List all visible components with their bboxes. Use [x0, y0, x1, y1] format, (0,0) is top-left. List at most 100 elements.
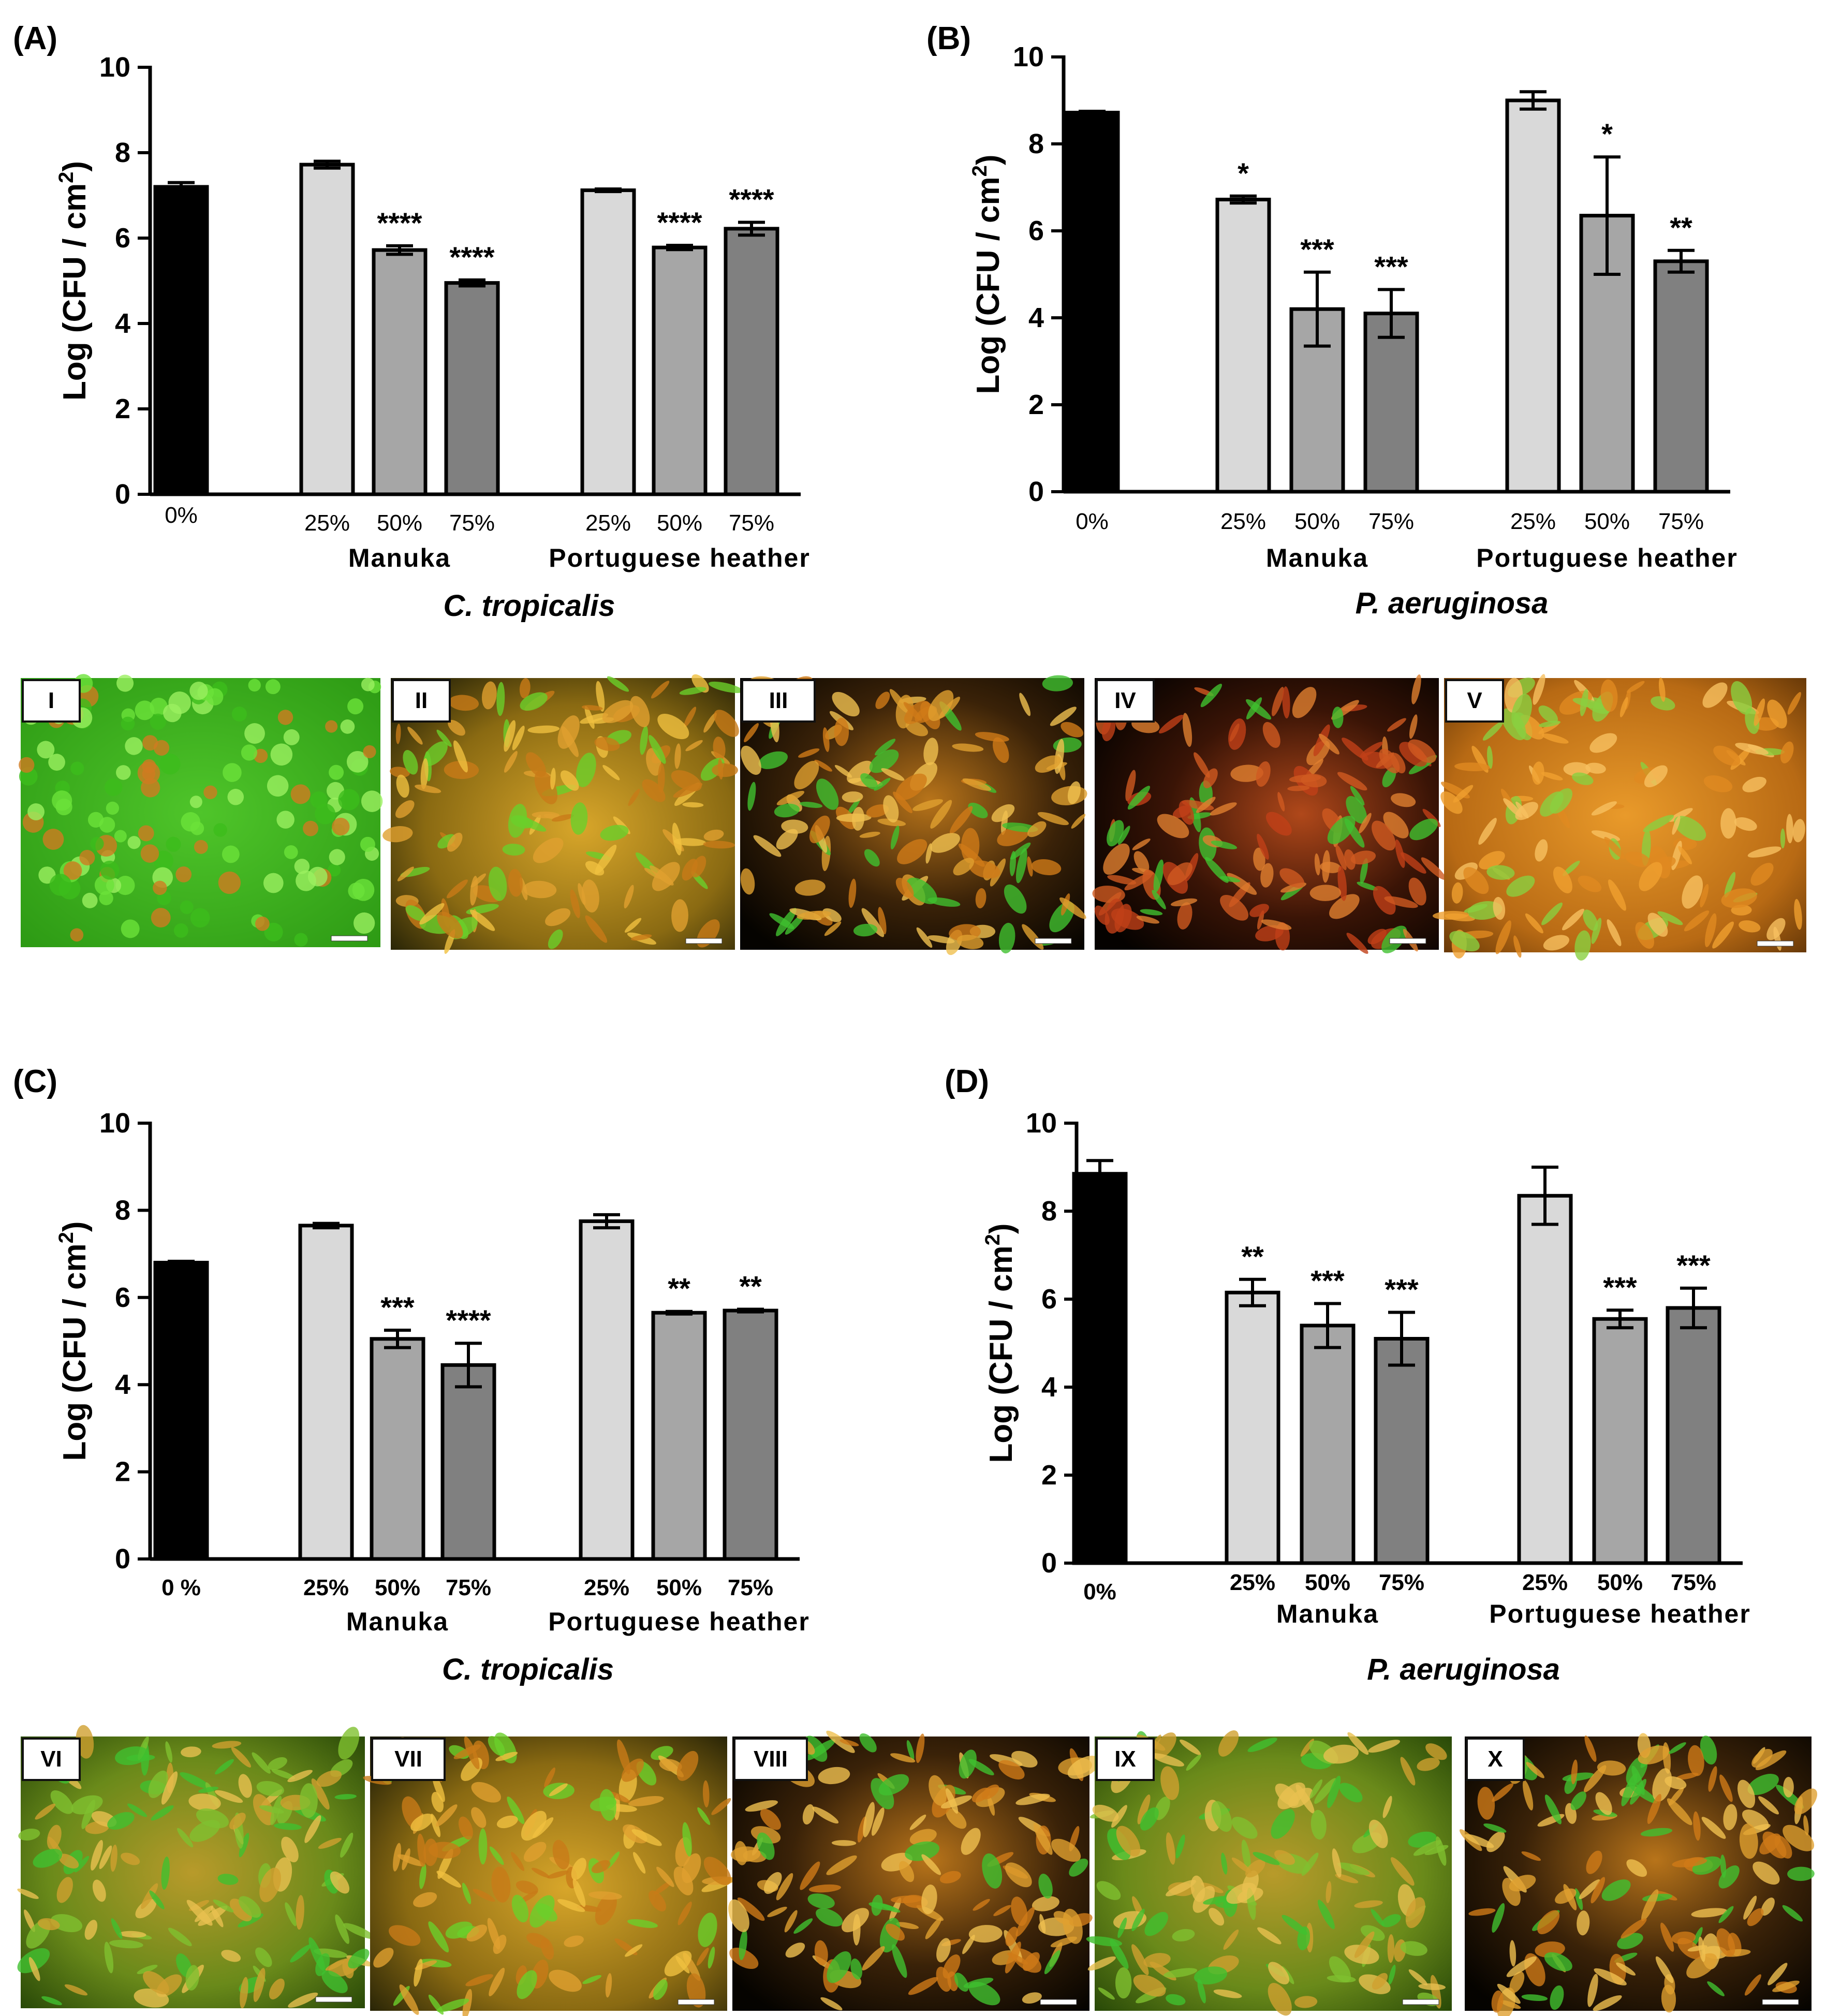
bar — [370, 1337, 425, 1561]
cell-mark — [1713, 745, 1741, 766]
micrograph-image: III — [740, 675, 1087, 955]
cell-mark — [1533, 674, 1545, 705]
micrograph-label-box — [371, 1738, 446, 1781]
cell-mark — [753, 835, 782, 857]
cell-mark — [1541, 772, 1563, 781]
cell-mark — [656, 1866, 674, 1887]
cell-mark — [564, 1935, 584, 1947]
cell-mark — [1616, 1962, 1636, 1976]
cell-mark — [1638, 1745, 1669, 1764]
cell-mark — [1354, 1900, 1383, 1908]
cell-mark — [198, 1786, 219, 1793]
cell-mark — [1550, 788, 1573, 814]
bar — [1374, 1337, 1430, 1565]
x-tick-label: 25% — [585, 510, 631, 536]
cell-mark — [682, 1853, 701, 1883]
cell-mark — [259, 1867, 281, 1903]
cell-mark — [540, 1938, 554, 1960]
cell-mark — [166, 836, 181, 852]
cell-mark — [1200, 683, 1223, 708]
cell-mark — [1103, 843, 1130, 875]
x-tick-label: 0% — [165, 503, 198, 528]
cell-mark — [37, 741, 55, 759]
cell-mark — [1742, 776, 1766, 792]
x-tick-label: 75% — [729, 510, 774, 536]
cell-mark — [1172, 1929, 1195, 1941]
cell-mark — [186, 1900, 213, 1926]
cell-mark — [745, 1800, 778, 1812]
organism-label: C. tropicalis — [442, 1653, 614, 1686]
cell-mark — [905, 1841, 940, 1861]
cell-mark — [992, 737, 1009, 763]
cell-mark — [1743, 1895, 1757, 1920]
cell-mark — [596, 681, 605, 712]
cell-mark — [968, 1981, 1000, 2006]
y-tick-label: 0 — [1028, 476, 1044, 507]
significance-label: *** — [1300, 233, 1334, 266]
cell-mark — [1170, 898, 1198, 907]
cell-mark — [1742, 1809, 1769, 1831]
cell-mark — [87, 812, 104, 828]
cell-mark — [1513, 935, 1522, 958]
cell-mark — [1408, 739, 1436, 763]
x-tick-label: 25% — [584, 1575, 629, 1600]
cell-mark — [916, 1733, 925, 1763]
cell-mark — [1425, 1743, 1447, 1760]
cell-mark — [1167, 862, 1193, 886]
cell-mark — [928, 690, 954, 722]
x-tick-label: 25% — [303, 1575, 349, 1600]
cell-mark — [1332, 707, 1344, 728]
cell-mark — [153, 740, 170, 756]
micrograph-label-box — [22, 1738, 81, 1781]
cell-mark — [808, 1884, 841, 1893]
cell-mark — [630, 696, 650, 727]
y-tick-label: 6 — [115, 1282, 130, 1313]
y-tick-label: 4 — [115, 1369, 130, 1400]
cell-mark — [776, 829, 798, 850]
y-tick-label: 10 — [99, 1108, 130, 1139]
cell-mark — [850, 1958, 862, 1980]
cell-mark — [508, 804, 527, 838]
cell-mark — [800, 1861, 820, 1890]
cell-mark — [111, 1918, 123, 1939]
micrograph-label: IV — [1114, 688, 1136, 713]
cell-mark — [470, 876, 478, 906]
cell-mark — [1577, 1910, 1590, 1936]
cell-mark — [961, 828, 980, 863]
cell-mark — [1226, 1882, 1257, 1904]
cell-mark — [1357, 881, 1378, 891]
x-tick-label: 50% — [1584, 509, 1630, 534]
cell-mark — [196, 1808, 229, 1829]
cell-mark — [840, 1739, 859, 1746]
cell-mark — [892, 1944, 907, 1978]
cell-mark — [671, 770, 702, 791]
cell-mark — [1228, 718, 1246, 750]
cell-mark — [1360, 858, 1368, 884]
scale-bar — [315, 1996, 352, 2003]
cell-mark — [1744, 1974, 1761, 1996]
cell-mark — [405, 905, 426, 921]
cell-mark — [793, 1918, 813, 1934]
cell-mark — [1669, 1742, 1686, 1754]
micrograph-row-top: I II III IV V — [19, 674, 1806, 961]
y-tick-label: 8 — [115, 1195, 130, 1226]
cell-mark — [1042, 675, 1073, 691]
cell-mark — [1314, 1778, 1336, 1804]
cell-mark — [1782, 1905, 1803, 1922]
cell-mark — [607, 676, 629, 692]
cell-mark — [1555, 1888, 1577, 1904]
cell-mark — [446, 879, 468, 899]
cell-mark — [49, 874, 72, 896]
cell-mark — [698, 1912, 717, 1947]
cell-mark — [1050, 707, 1077, 726]
cell-mark — [1323, 1744, 1359, 1764]
bar — [1064, 111, 1120, 494]
cell-mark — [229, 1813, 246, 1830]
cell-mark — [135, 700, 155, 720]
cell-mark — [1400, 1941, 1427, 1956]
cell-mark — [784, 1910, 798, 1933]
group-label: Manuka — [1266, 543, 1368, 572]
cell-mark — [1255, 925, 1284, 941]
cell-mark — [602, 700, 634, 724]
cell-mark — [624, 885, 634, 909]
